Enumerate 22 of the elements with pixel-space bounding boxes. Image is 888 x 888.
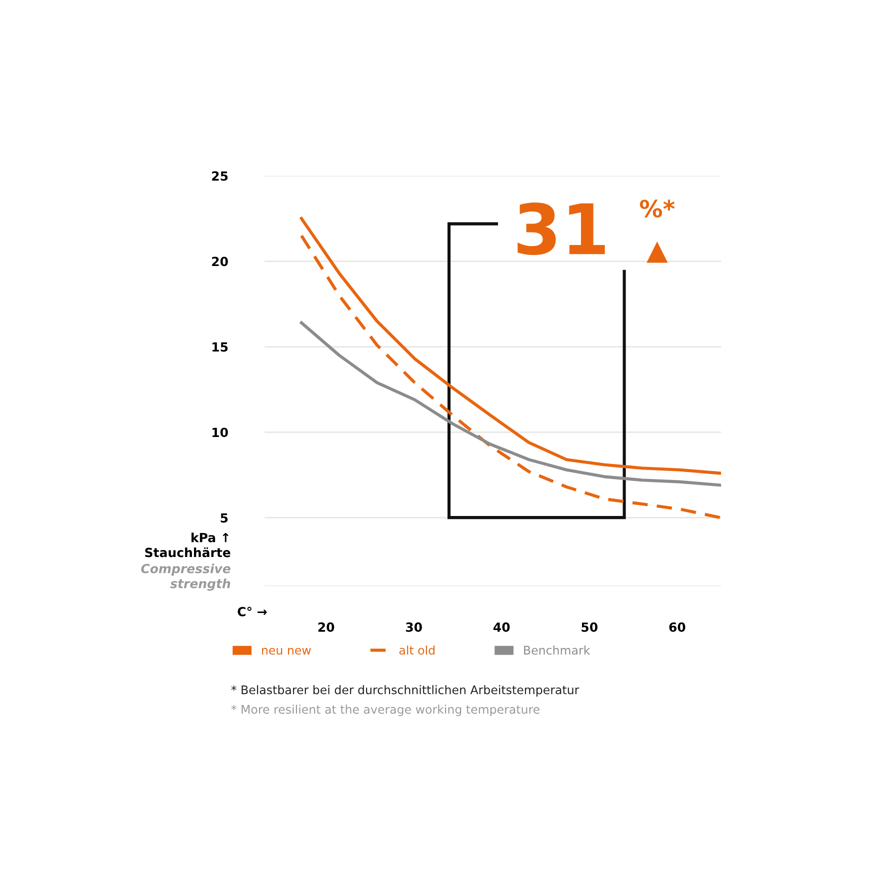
x-tick-label: 30 — [406, 622, 422, 632]
annotation: 31 — [518, 202, 605, 256]
y-tick-label: 5 — [220, 513, 228, 523]
annotation: %* — [640, 200, 675, 218]
text: * More resilient at the average working temperature — [231, 704, 540, 716]
line-series — [300, 321, 722, 487]
x-axis-title: C° → — [238, 606, 267, 616]
legend-label: neu new — [262, 648, 311, 655]
y-tick-label: 15 — [212, 342, 228, 352]
x-tick-label: 50 — [582, 622, 598, 632]
text: * Belastbarer bei der durchschnittlichen Arbeitstemperatur — [231, 685, 580, 697]
legend-label: Benchmark — [524, 646, 590, 655]
text: Compressive strength — [141, 564, 230, 591]
legend-label: alt old — [399, 646, 435, 655]
annotation: ▲ — [646, 242, 668, 263]
y-tick-label: 25 — [212, 171, 228, 181]
y-tick-label: 20 — [212, 256, 228, 266]
x-tick-label: 60 — [669, 622, 686, 632]
x-tick-label: 40 — [493, 622, 510, 632]
y-axis-title: kPa ↑ Stauchhärte — [145, 532, 230, 558]
x-tick-label: 20 — [318, 622, 334, 632]
y-tick-label: 10 — [212, 428, 228, 438]
